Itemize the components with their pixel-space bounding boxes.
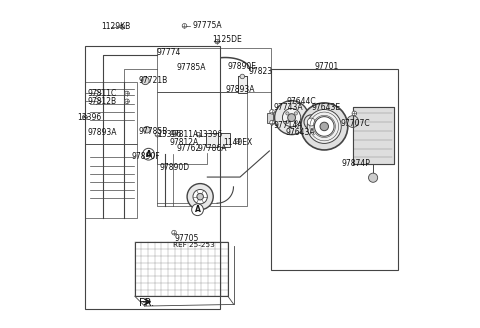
Text: REF 25-253: REF 25-253 bbox=[173, 242, 215, 248]
Circle shape bbox=[142, 77, 149, 85]
Circle shape bbox=[193, 190, 207, 204]
Text: 13396: 13396 bbox=[77, 113, 102, 122]
Bar bbox=[156, 92, 247, 206]
Circle shape bbox=[294, 112, 298, 115]
Circle shape bbox=[83, 115, 87, 120]
Bar bbox=[85, 47, 220, 309]
Text: 97812B: 97812B bbox=[87, 97, 117, 106]
Circle shape bbox=[286, 112, 289, 115]
Bar bbox=[220, 133, 230, 147]
Text: 97893A: 97893A bbox=[87, 129, 117, 137]
Circle shape bbox=[187, 184, 213, 210]
Circle shape bbox=[320, 122, 328, 131]
Circle shape bbox=[369, 173, 378, 182]
Bar bbox=[206, 133, 218, 147]
Bar bbox=[135, 242, 228, 296]
Circle shape bbox=[182, 24, 187, 28]
Text: 97743A: 97743A bbox=[274, 103, 303, 112]
Text: 1140EX: 1140EX bbox=[224, 138, 253, 147]
Text: 1125DE: 1125DE bbox=[212, 35, 242, 44]
Circle shape bbox=[314, 117, 334, 136]
Bar bbox=[85, 82, 137, 144]
Bar bbox=[267, 113, 273, 123]
Text: 97823: 97823 bbox=[248, 67, 272, 76]
Text: 97701: 97701 bbox=[314, 62, 339, 71]
Circle shape bbox=[172, 230, 176, 235]
Text: 97774: 97774 bbox=[156, 49, 181, 57]
Circle shape bbox=[304, 115, 318, 129]
Circle shape bbox=[307, 118, 315, 126]
Text: 97811C: 97811C bbox=[87, 89, 117, 98]
Circle shape bbox=[307, 110, 341, 143]
Circle shape bbox=[125, 99, 129, 104]
Circle shape bbox=[286, 120, 289, 123]
Circle shape bbox=[144, 126, 150, 133]
Text: 97644C: 97644C bbox=[287, 97, 316, 107]
Text: 97721B: 97721B bbox=[138, 76, 168, 85]
Circle shape bbox=[155, 132, 160, 137]
Text: 97707C: 97707C bbox=[341, 119, 370, 128]
Text: 97775A: 97775A bbox=[192, 21, 222, 31]
Circle shape bbox=[196, 132, 201, 137]
Text: 97643E: 97643E bbox=[311, 103, 340, 112]
Text: 97714A: 97714A bbox=[274, 121, 303, 130]
Text: A: A bbox=[145, 150, 152, 159]
Circle shape bbox=[235, 139, 240, 143]
Circle shape bbox=[270, 120, 274, 125]
Circle shape bbox=[83, 115, 87, 120]
Bar bbox=[239, 76, 247, 93]
Circle shape bbox=[215, 39, 219, 44]
Circle shape bbox=[192, 204, 204, 215]
Text: 97762: 97762 bbox=[176, 144, 201, 153]
Polygon shape bbox=[353, 107, 394, 164]
Text: 97893A: 97893A bbox=[225, 85, 255, 94]
Circle shape bbox=[275, 101, 309, 134]
Text: FR.: FR. bbox=[139, 298, 155, 308]
Text: 97890E: 97890E bbox=[228, 62, 257, 71]
Text: 97705: 97705 bbox=[174, 234, 198, 243]
Bar bbox=[85, 144, 137, 218]
Text: 97785A: 97785A bbox=[176, 63, 206, 72]
Text: 13396: 13396 bbox=[199, 130, 223, 139]
Text: 1129KB: 1129KB bbox=[101, 22, 131, 31]
Circle shape bbox=[125, 91, 129, 96]
Text: 13396: 13396 bbox=[157, 130, 181, 139]
Text: 97811A: 97811A bbox=[170, 130, 199, 139]
Circle shape bbox=[120, 25, 125, 29]
Text: 97786A: 97786A bbox=[198, 144, 227, 153]
Circle shape bbox=[352, 111, 357, 116]
Text: 97812A: 97812A bbox=[170, 138, 199, 147]
Circle shape bbox=[294, 120, 298, 123]
Text: 97785B: 97785B bbox=[138, 127, 168, 136]
Text: 97643A: 97643A bbox=[285, 128, 315, 137]
Bar bbox=[156, 48, 271, 92]
Circle shape bbox=[270, 110, 274, 114]
Text: 97890D: 97890D bbox=[160, 163, 190, 172]
Text: 97874P: 97874P bbox=[341, 159, 370, 169]
Circle shape bbox=[288, 114, 296, 122]
Circle shape bbox=[301, 103, 348, 150]
Text: 97890F: 97890F bbox=[132, 152, 160, 161]
Circle shape bbox=[143, 148, 155, 160]
Circle shape bbox=[347, 116, 359, 127]
Text: A: A bbox=[194, 205, 201, 214]
Circle shape bbox=[240, 74, 245, 79]
Bar bbox=[271, 69, 398, 270]
Circle shape bbox=[282, 109, 301, 127]
Circle shape bbox=[197, 194, 204, 200]
